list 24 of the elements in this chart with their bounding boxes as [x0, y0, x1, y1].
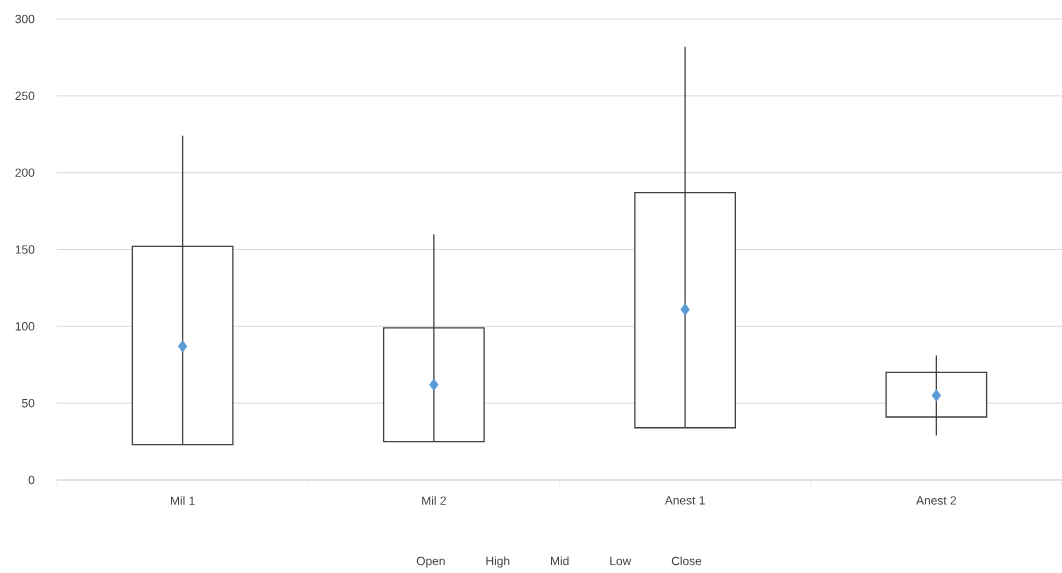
- candlestick: [634, 46, 737, 429]
- y-tick-label: 150: [15, 245, 35, 254]
- y-tick-label: 300: [15, 14, 35, 24]
- text: Close: [671, 556, 702, 566]
- text: High: [486, 556, 510, 568]
- x-tick-label: Mil 1: [170, 496, 195, 505]
- text: Open: [416, 556, 445, 568]
- y-tick-label: 100: [15, 322, 35, 331]
- candlestick: [885, 354, 988, 437]
- y-tick-label: 250: [15, 91, 35, 101]
- y-tick-label: 50: [22, 398, 35, 408]
- candlestick: [131, 135, 234, 446]
- point: [429, 378, 439, 391]
- x-tick-label: Anest 1: [664, 496, 705, 505]
- y-tick-label: 200: [15, 168, 35, 177]
- x-tick-label: Mil 2: [422, 496, 446, 505]
- y-tick-label: 0: [28, 475, 35, 485]
- text: Low: [610, 556, 632, 566]
- candlestick: [382, 233, 485, 443]
- x-tick-label: Anest 2: [916, 496, 957, 505]
- point: [931, 389, 942, 402]
- text: Mid: [551, 556, 569, 566]
- point: [680, 303, 690, 316]
- point: [177, 340, 188, 353]
